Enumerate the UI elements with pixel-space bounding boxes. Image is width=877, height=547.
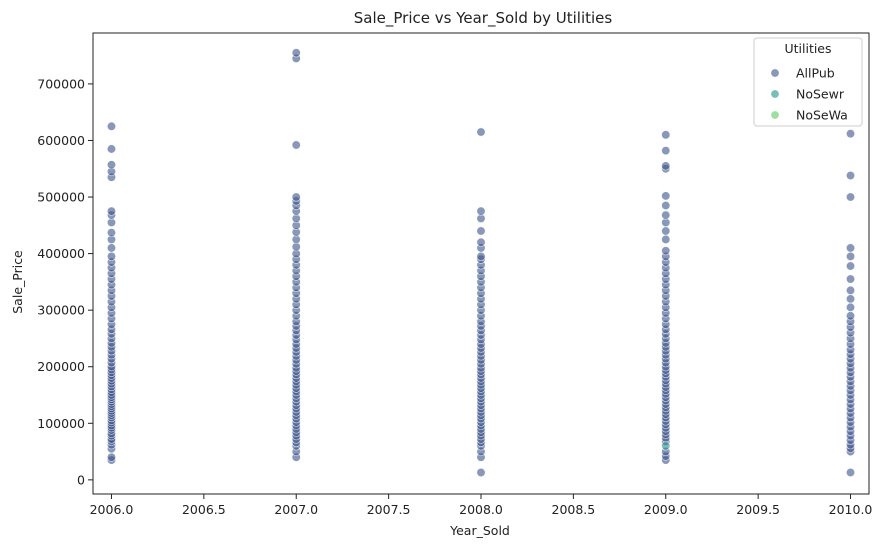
chart-title: Sale_Price vs Year_Sold by Utilities <box>354 9 613 28</box>
data-point-allpub <box>106 228 116 238</box>
data-point-allpub <box>476 251 486 261</box>
legend-marker-nosewa <box>770 110 780 120</box>
y-tick-label: 0 <box>77 472 85 487</box>
legend-box <box>753 37 863 127</box>
data-point-allpub <box>846 294 856 304</box>
data-point-allpub <box>661 201 671 211</box>
data-point-allpub <box>846 243 856 253</box>
y-axis-title: Sale_Price <box>10 250 25 314</box>
legend: Utilities AllPub NoSewr NoSeWa <box>753 37 863 127</box>
legend-title: Utilities <box>784 41 831 56</box>
data-point-allpub <box>106 206 116 216</box>
data-point-allpub <box>106 251 116 261</box>
x-tick-label: 2010.0 <box>829 502 873 517</box>
data-point-allpub <box>846 311 856 321</box>
x-axis: 2006.0 2006.5 2007.0 2007.5 2008.0 2008.5 2009… <box>90 494 873 517</box>
x-tick-label: 2008.0 <box>459 502 503 517</box>
x-tick-label: 2006.0 <box>90 502 134 517</box>
x-tick-label: 2006.5 <box>182 502 226 517</box>
legend-marker-allpub <box>770 68 780 78</box>
legend-label-allpub: AllPub <box>796 66 835 81</box>
x-axis-title: Year_Sold <box>449 523 510 538</box>
data-point-allpub <box>661 191 671 201</box>
legend-label-nosewr: NoSewr <box>796 87 845 102</box>
data-point-allpub <box>661 161 671 171</box>
data-point-allpub <box>846 192 856 202</box>
data-point-allpub <box>846 274 856 284</box>
data-point-allpub <box>106 160 116 170</box>
y-tick-label: 600000 <box>37 133 85 148</box>
data-point-allpub <box>476 226 486 236</box>
y-tick-label: 400000 <box>37 246 85 261</box>
y-axis: 0 100000 200000 300000 400000 500000 600000 700… <box>37 76 93 487</box>
x-tick-label: 2007.0 <box>274 502 318 517</box>
data-point-allpub <box>476 206 486 216</box>
data-point-allpub <box>846 468 856 478</box>
data-point-allpub <box>846 261 856 271</box>
data-point-allpub <box>661 146 671 156</box>
data-point-allpub <box>106 243 116 253</box>
data-point-allpub <box>106 452 116 462</box>
data-point-allpub <box>661 246 671 256</box>
y-tick-label: 500000 <box>37 190 85 205</box>
data-point-allpub <box>476 468 486 478</box>
y-tick-label: 200000 <box>37 359 85 374</box>
y-tick-label: 100000 <box>37 416 85 431</box>
x-tick-label: 2009.5 <box>736 502 780 517</box>
legend-label-nosewa: NoSeWa <box>796 108 848 123</box>
data-point-allpub <box>661 226 671 236</box>
data-point-allpub <box>661 210 671 220</box>
data-point-allpub <box>846 251 856 261</box>
data-point-allpub <box>291 192 301 202</box>
data-point-allpub <box>106 144 116 154</box>
y-tick-label: 300000 <box>37 303 85 318</box>
data-point-allpub <box>291 140 301 150</box>
data-point-allpub <box>846 171 856 181</box>
data-point-allpub <box>846 285 856 295</box>
data-point-allpub <box>661 130 671 140</box>
data-point-allpub <box>106 121 116 131</box>
data-point-allpub <box>846 302 856 312</box>
x-tick-label: 2008.5 <box>552 502 596 517</box>
data-point-allpub <box>846 129 856 139</box>
data-point-allpub <box>476 127 486 137</box>
data-point-allpub <box>661 234 671 244</box>
x-tick-label: 2009.0 <box>644 502 688 517</box>
data-point-allpub <box>476 237 486 247</box>
x-tick-label: 2007.5 <box>367 502 411 517</box>
data-point-allpub <box>291 48 301 58</box>
legend-marker-nosewr <box>770 89 780 99</box>
y-tick-label: 700000 <box>37 76 85 91</box>
data-point-nosewr <box>661 441 671 451</box>
plot-area <box>106 48 856 478</box>
